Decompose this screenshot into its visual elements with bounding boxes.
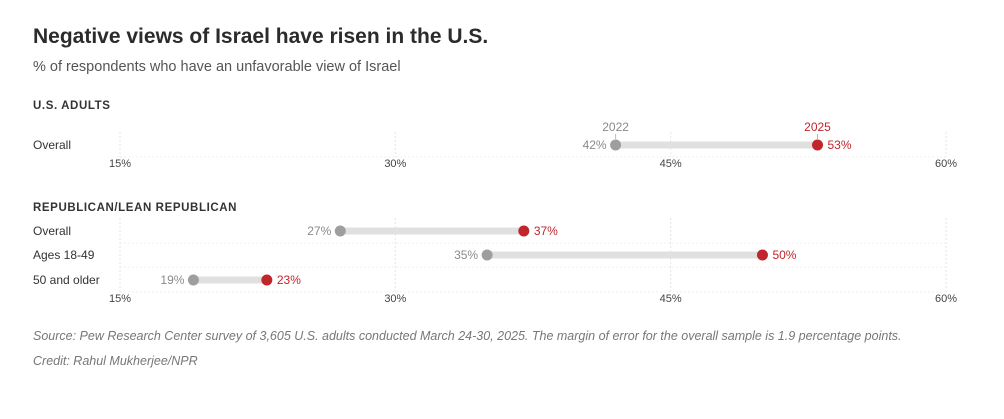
x-tick-label: 60% [935,158,957,170]
value-label-start: 42% [583,138,607,152]
dot-end [518,225,530,237]
row-label: Ages 18-49 [33,248,95,262]
value-label-start: 19% [160,273,184,287]
value-label-end: 23% [277,273,301,287]
chart-title: Negative views of Israel have risen in t… [33,25,489,48]
dot-start [610,139,622,151]
chart-subtitle: % of respondents who have an unfavorable… [33,59,401,75]
series-label-2022: 2022 [602,120,629,134]
row-label: 50 and older [33,273,100,287]
value-label-start: 27% [307,224,331,238]
x-tick-label: 45% [660,293,682,305]
row-label: Overall [33,224,71,238]
value-label-end: 53% [828,138,852,152]
x-tick-label: 30% [384,158,406,170]
value-label-start: 35% [454,248,478,262]
value-label-end: 50% [772,248,796,262]
x-tick-label: 45% [660,158,682,170]
panel-title: REPUBLICAN/LEAN REPUBLICAN [33,202,237,214]
x-tick-label: 60% [935,293,957,305]
dot-start [481,249,493,261]
dot-end [812,139,824,151]
x-tick-label: 30% [384,293,406,305]
credit-note: Credit: Rahul Mukherjee/NPR [33,354,198,368]
dot-end [756,249,768,261]
x-tick-label: 15% [109,293,131,305]
dot-start [334,225,346,237]
x-tick-label: 15% [109,158,131,170]
dot-end [261,274,273,286]
row-label: Overall [33,138,71,152]
series-label-2025: 2025 [804,120,831,134]
panel-title: U.S. ADULTS [33,100,111,112]
dot-start [187,274,199,286]
source-note: Source: Pew Research Center survey of 3,… [33,329,902,343]
value-label-end: 37% [534,224,558,238]
